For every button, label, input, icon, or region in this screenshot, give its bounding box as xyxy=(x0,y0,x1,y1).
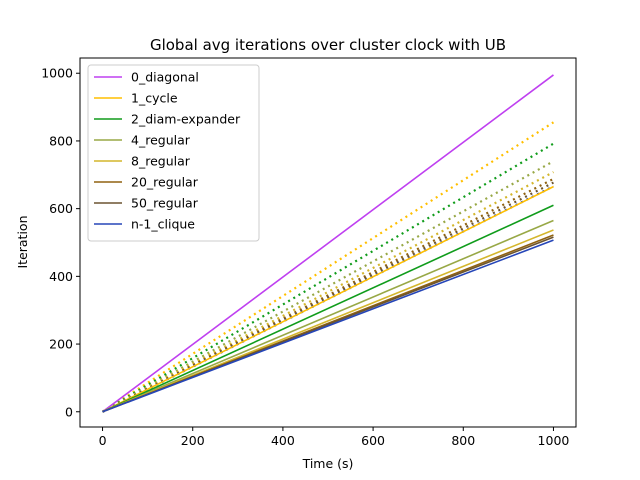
legend-entry-label: 4_regular xyxy=(131,133,191,148)
series-line-2_diam-expander xyxy=(102,204,554,413)
x-tick-label: 400 xyxy=(271,433,295,448)
y-tick-label: 400 xyxy=(49,269,73,284)
legend-entry-label: 1_cycle xyxy=(131,91,178,106)
series-line-1_cycle xyxy=(102,185,554,413)
legend-entry-label: 20_regular xyxy=(131,175,199,190)
y-tick-label: 800 xyxy=(49,133,73,148)
legend-entry-label: n-1_clique xyxy=(131,217,195,232)
x-axis: 0 200 400 600 800 1000 xyxy=(99,427,570,448)
chart-title: Global avg iterations over cluster clock… xyxy=(150,36,506,54)
legend-entry-label: 50_regular xyxy=(131,196,199,211)
series-line-n-1_clique xyxy=(102,239,554,413)
legend-entry-label: 0_diagonal xyxy=(131,70,199,85)
series-line-0_diagonal xyxy=(102,74,554,413)
legend: 0_diagonal 1_cycle 2_diam-expander 4_regula… xyxy=(87,64,260,242)
series-lines-group xyxy=(102,74,554,413)
x-tick-label: 1000 xyxy=(538,433,570,448)
y-tick-label: 200 xyxy=(49,337,73,352)
y-axis-label: Iteration xyxy=(15,215,30,268)
legend-entry-label: 8_regular xyxy=(131,154,191,169)
x-tick-label: 200 xyxy=(181,433,205,448)
dotted-series-line xyxy=(102,160,554,413)
y-tick-label: 0 xyxy=(65,404,73,419)
y-tick-label: 1000 xyxy=(41,66,73,81)
legend-entry-label: 2_diam-expander xyxy=(131,112,241,127)
x-tick-label: 800 xyxy=(451,433,475,448)
series-line-4_regular xyxy=(102,219,554,413)
x-tick-label: 0 xyxy=(99,433,107,448)
x-tick-label: 600 xyxy=(361,433,385,448)
y-tick-label: 600 xyxy=(49,201,73,216)
x-axis-label: Time (s) xyxy=(302,456,354,471)
plot-area-frame xyxy=(79,57,577,428)
legend-box xyxy=(87,64,260,242)
y-axis: 0 200 400 600 800 1000 xyxy=(41,66,80,419)
